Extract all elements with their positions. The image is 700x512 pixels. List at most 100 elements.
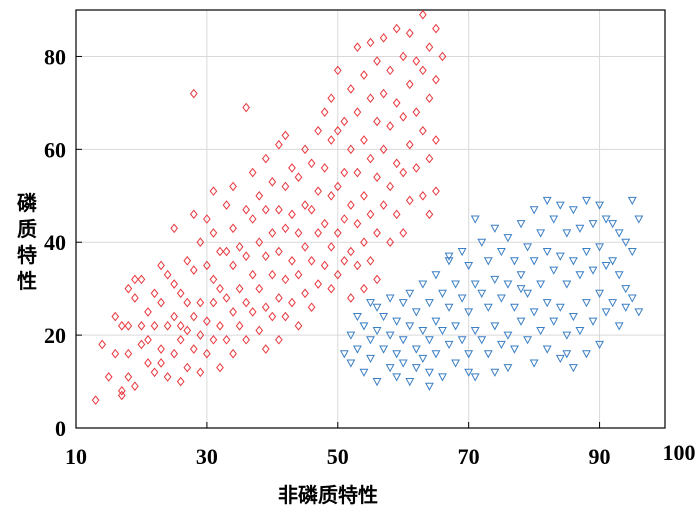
red-diamond-point: [353, 42, 362, 52]
red-diamond-point: [255, 283, 264, 294]
red-diamond-point: [229, 260, 237, 271]
blue-triangle-point: [601, 308, 611, 317]
red-diamond-point: [268, 177, 277, 187]
red-diamond-point: [183, 255, 192, 266]
red-diamond-point: [203, 348, 211, 359]
red-diamond-point: [131, 293, 139, 303]
red-diamond-point: [360, 283, 368, 294]
red-diamond-point: [281, 223, 290, 234]
red-diamond-point: [327, 93, 336, 104]
red-diamond-point: [176, 334, 185, 345]
blue-triangle-point: [339, 350, 349, 359]
blue-triangle-point: [483, 350, 493, 359]
blue-triangle-point: [516, 220, 526, 229]
red-diamond-point: [229, 348, 237, 359]
red-diamond-point: [386, 121, 394, 131]
red-diamond-point: [261, 204, 270, 215]
blue-triangle-point: [372, 326, 382, 336]
red-diamond-point: [189, 265, 198, 275]
blue-triangle-point: [510, 345, 519, 354]
red-diamond-point: [360, 237, 368, 248]
red-diamond-point: [405, 28, 414, 39]
red-diamond-point: [347, 84, 355, 94]
red-diamond-point: [432, 74, 440, 85]
red-diamond-point: [242, 334, 250, 345]
red-diamond-point: [163, 372, 172, 382]
blue-triangle-point: [614, 229, 624, 238]
red-diamond-point: [353, 260, 362, 271]
red-diamond-point: [386, 181, 394, 192]
red-diamond-point: [314, 228, 322, 238]
blue-triangle-point: [595, 340, 604, 350]
red-diamond-point: [203, 316, 211, 326]
blue-triangle-point: [608, 257, 618, 266]
red-diamond-point: [405, 139, 414, 150]
blue-triangle-point: [359, 368, 369, 377]
red-diamond-point: [235, 242, 244, 252]
blue-triangle-point: [392, 373, 402, 382]
blue-triangle-point: [483, 303, 493, 312]
red-diamond-point: [98, 339, 107, 350]
blue-triangle-point: [464, 308, 474, 317]
blue-triangle-point: [529, 257, 539, 266]
red-diamond-point: [347, 246, 355, 257]
red-diamond-point: [216, 321, 224, 331]
blue-triangle-point: [424, 368, 434, 377]
red-diamond-point: [360, 70, 368, 80]
red-diamond-point: [131, 274, 139, 285]
red-diamond-point: [163, 269, 172, 280]
red-diamond-point: [203, 214, 211, 224]
red-diamond-point: [176, 288, 185, 299]
blue-triangle-point: [536, 229, 546, 238]
red-diamond-point: [189, 311, 198, 322]
y-tick-label: 40: [44, 230, 66, 255]
red-diamond-point: [340, 255, 349, 266]
blue-triangle-point: [555, 201, 565, 210]
blue-triangle-point: [496, 248, 506, 257]
red-diamond-point: [392, 98, 401, 108]
x-tick-label: 70: [458, 444, 480, 469]
red-diamond-point: [288, 255, 296, 266]
red-diamond-point: [399, 228, 408, 238]
red-diamond-point: [235, 321, 244, 331]
blue-triangle-point: [411, 308, 421, 317]
red-diamond-point: [189, 344, 198, 354]
blue-triangle-point: [549, 215, 559, 224]
red-diamond-point: [320, 163, 329, 173]
blue-triangle-point: [418, 354, 428, 363]
blue-triangle-point: [405, 378, 415, 387]
red-diamond-point: [294, 172, 303, 183]
red-diamond-point: [216, 283, 224, 294]
red-diamond-point: [340, 116, 349, 127]
blue-triangle-point: [562, 331, 572, 340]
red-diamond-point: [117, 390, 126, 401]
red-diamond-point: [117, 386, 126, 396]
blue-triangle-point: [555, 303, 565, 312]
red-diamond-point: [255, 190, 264, 201]
red-diamond-point: [307, 255, 316, 266]
red-diamond-point: [275, 246, 283, 257]
x-tick-label: 90: [589, 444, 611, 469]
red-diamond-point: [229, 223, 237, 234]
red-diamond-point: [412, 163, 421, 173]
red-diamond-point: [176, 376, 185, 387]
blue-triangle-point: [614, 322, 624, 331]
red-diamond-point: [196, 367, 205, 378]
blue-triangle-point: [444, 257, 454, 266]
blue-triangle-point: [601, 215, 611, 224]
red-diamond-point: [170, 279, 179, 289]
blue-triangle-point: [372, 378, 382, 387]
data-points: [91, 9, 644, 405]
blue-triangle-point: [424, 382, 434, 391]
red-diamond-point: [170, 223, 179, 234]
red-diamond-point: [425, 42, 434, 52]
blue-triangle-point: [431, 317, 441, 326]
red-diamond-point: [379, 33, 388, 43]
blue-triangle-point: [555, 354, 565, 363]
blue-triangle-point: [444, 340, 454, 350]
blue-triangle-point: [542, 345, 552, 354]
red-diamond-point: [314, 125, 322, 136]
blue-triangle-point: [529, 308, 539, 317]
blue-triangle-point: [431, 271, 441, 280]
